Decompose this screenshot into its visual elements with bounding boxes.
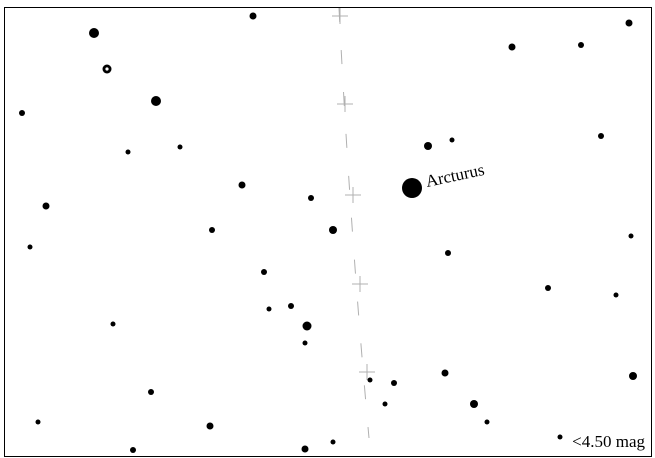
star (42, 202, 50, 210)
star (89, 28, 99, 38)
star (177, 144, 183, 150)
star (308, 195, 314, 201)
star (424, 142, 432, 150)
grid-tick-cross (332, 8, 348, 24)
star (301, 445, 309, 453)
grid-tick-cross (345, 187, 361, 203)
star-chart[interactable]: Arcturus <4.50 mag (4, 7, 652, 457)
star (557, 434, 563, 440)
double-star-marker (105, 67, 109, 71)
star (625, 19, 633, 27)
star (441, 369, 449, 377)
star (613, 292, 619, 298)
star (382, 401, 388, 407)
grid-tick-cross (337, 96, 353, 112)
sky-map[interactable]: Arcturus (5, 8, 651, 456)
star (329, 226, 337, 234)
coordinate-grid-line (332, 8, 375, 439)
star (302, 321, 312, 331)
star (266, 306, 272, 312)
star (27, 244, 33, 250)
grid-line-dashed (338, 8, 370, 439)
magnitude-limit-label: <4.50 mag (572, 432, 645, 451)
star (209, 227, 215, 233)
star-field (19, 12, 637, 453)
star (445, 250, 451, 256)
star (402, 178, 422, 198)
star (508, 43, 516, 51)
star (249, 12, 257, 20)
star (19, 110, 25, 116)
star-label-arcturus: Arcturus (424, 160, 486, 191)
star (449, 137, 455, 143)
star (598, 133, 604, 139)
grid-tick-cross (359, 364, 375, 380)
star (484, 419, 490, 425)
star (578, 42, 584, 48)
star (628, 233, 634, 239)
star (330, 439, 336, 445)
star (130, 447, 136, 453)
star (151, 96, 161, 106)
star (261, 269, 267, 275)
star (391, 380, 397, 386)
star (125, 149, 131, 155)
star (288, 303, 294, 309)
star (35, 419, 41, 425)
grid-tick-cross (352, 276, 368, 292)
star (148, 389, 154, 395)
star (629, 372, 637, 380)
star (470, 400, 478, 408)
star (206, 422, 214, 430)
star (238, 181, 246, 189)
star (545, 285, 551, 291)
star (367, 377, 373, 383)
star (110, 321, 116, 327)
star (302, 340, 308, 346)
